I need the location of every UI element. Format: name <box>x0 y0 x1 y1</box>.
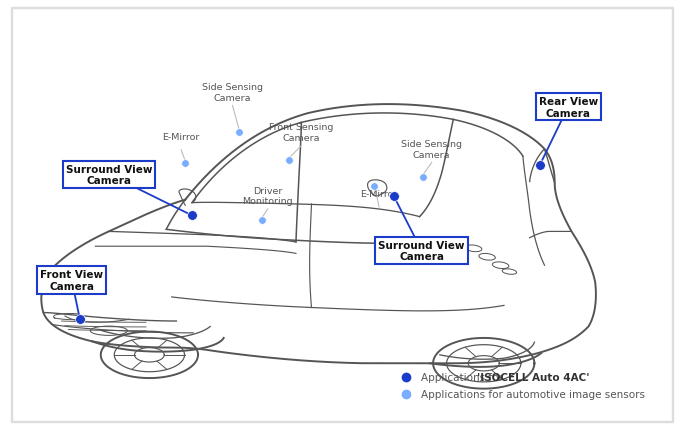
Text: Side Sensing
Camera: Side Sensing Camera <box>202 83 263 102</box>
Text: Driver
Monitoring: Driver Monitoring <box>242 186 293 206</box>
Text: E-Mirror: E-Mirror <box>162 132 199 141</box>
Text: Surround View
Camera: Surround View Camera <box>66 164 152 186</box>
Text: E-Mirror: E-Mirror <box>360 190 398 198</box>
Text: Surround View
Camera: Surround View Camera <box>378 240 465 261</box>
Text: 'ISOCELL Auto 4AC': 'ISOCELL Auto 4AC' <box>477 372 589 382</box>
Text: Applications for automotive image sensors: Applications for automotive image sensor… <box>421 389 645 399</box>
Text: Front Sensing
Camera: Front Sensing Camera <box>270 123 333 142</box>
Text: Rear View
Camera: Rear View Camera <box>538 97 598 118</box>
Text: Applications for: Applications for <box>421 372 506 382</box>
Text: Side Sensing
Camera: Side Sensing Camera <box>401 140 462 160</box>
Text: Front View
Camera: Front View Camera <box>40 270 104 291</box>
